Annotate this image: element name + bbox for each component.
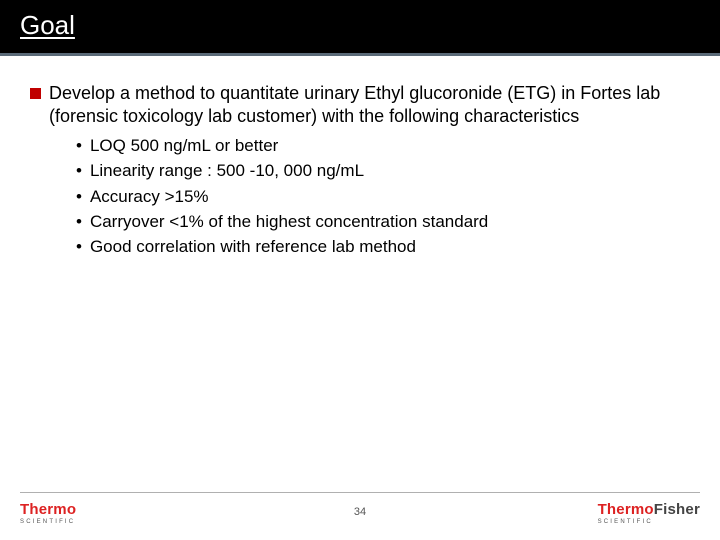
sub-bullet-text: Linearity range : 500 -10, 000 ng/mL bbox=[90, 160, 364, 181]
dot-bullet-icon: • bbox=[76, 211, 82, 232]
sub-bullet-text: Carryover <1% of the highest concentrati… bbox=[90, 211, 488, 232]
dot-bullet-icon: • bbox=[76, 160, 82, 181]
dot-bullet-icon: • bbox=[76, 135, 82, 156]
logo-brand1: Thermo bbox=[598, 501, 654, 518]
main-bullet: Develop a method to quantitate urinary E… bbox=[30, 82, 690, 127]
list-item: • Good correlation with reference lab me… bbox=[76, 236, 690, 257]
logo-subtext: SCIENTIFIC bbox=[598, 519, 700, 525]
slide-title: Goal bbox=[20, 10, 75, 40]
logo-text: ThermoFisher bbox=[598, 502, 700, 517]
sub-bullet-text: Good correlation with reference lab meth… bbox=[90, 236, 416, 257]
logo-subtext: SCIENTIFIC bbox=[20, 519, 76, 525]
footer-divider bbox=[20, 492, 700, 493]
content-area: Develop a method to quantitate urinary E… bbox=[0, 56, 720, 540]
list-item: • Linearity range : 500 -10, 000 ng/mL bbox=[76, 160, 690, 181]
page-number: 34 bbox=[354, 506, 366, 518]
dot-bullet-icon: • bbox=[76, 186, 82, 207]
sub-bullet-list: • LOQ 500 ng/mL or better • Linearity ra… bbox=[76, 135, 690, 257]
list-item: • Carryover <1% of the highest concentra… bbox=[76, 211, 690, 232]
logo-brand2: Fisher bbox=[654, 501, 700, 518]
list-item: • LOQ 500 ng/mL or better bbox=[76, 135, 690, 156]
list-item: • Accuracy >15% bbox=[76, 186, 690, 207]
logo-thermofisher-scientific: ThermoFisher SCIENTIFIC bbox=[598, 502, 700, 525]
dot-bullet-icon: • bbox=[76, 236, 82, 257]
sub-bullet-text: Accuracy >15% bbox=[90, 186, 209, 207]
square-bullet-icon bbox=[30, 88, 41, 99]
slide-footer: Thermo SCIENTIFIC 34 ThermoFisher SCIENT… bbox=[0, 492, 720, 540]
title-bar: Goal bbox=[0, 0, 720, 53]
slide: Goal Develop a method to quantitate urin… bbox=[0, 0, 720, 540]
sub-bullet-text: LOQ 500 ng/mL or better bbox=[90, 135, 278, 156]
logo-text: Thermo bbox=[20, 502, 76, 517]
logo-thermo-scientific: Thermo SCIENTIFIC bbox=[20, 502, 76, 525]
main-bullet-text: Develop a method to quantitate urinary E… bbox=[49, 82, 690, 127]
